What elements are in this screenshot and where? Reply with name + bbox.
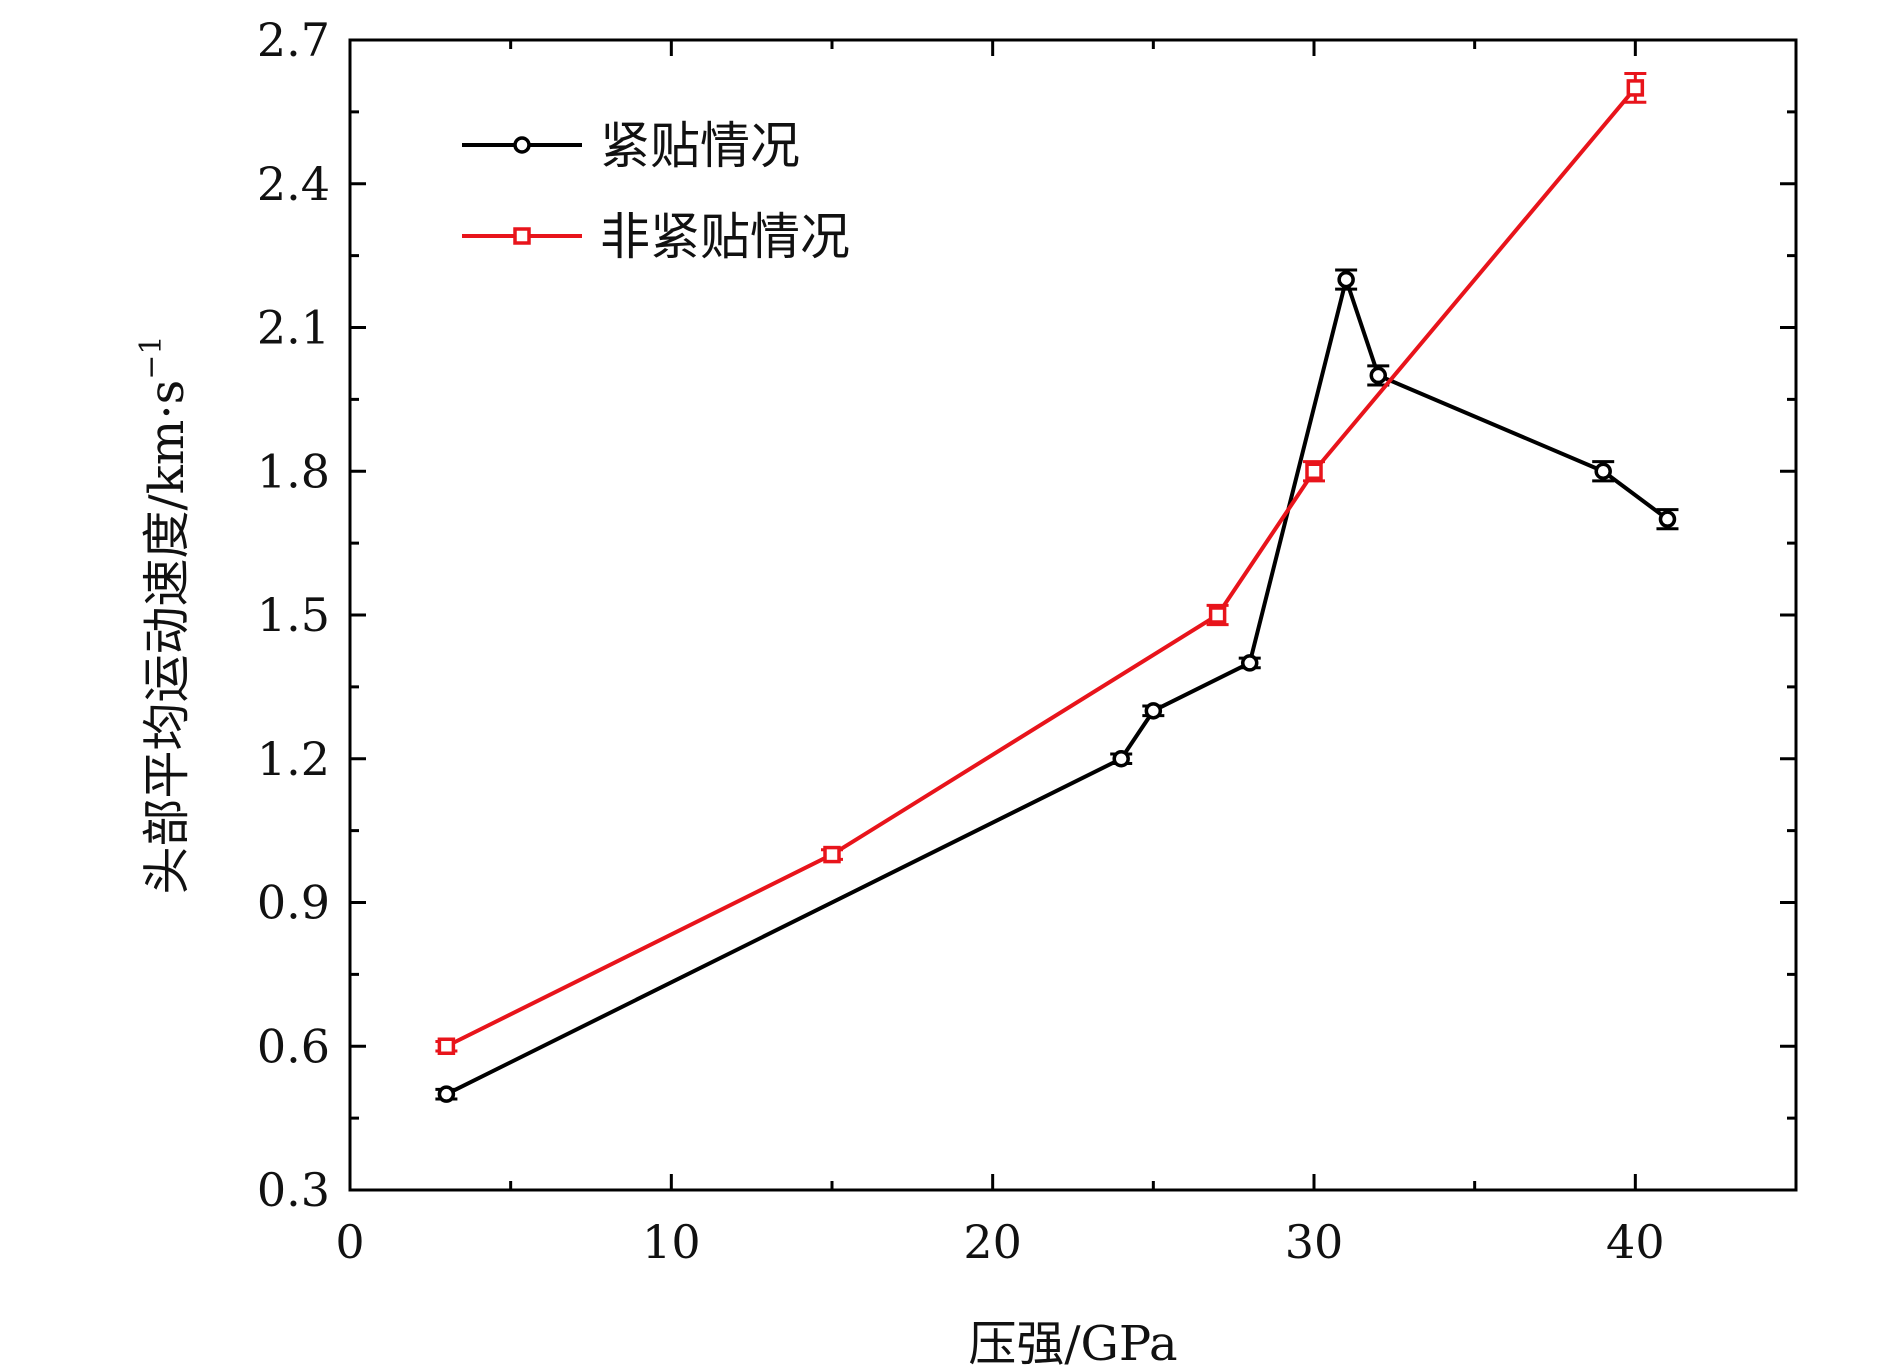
y-axis-label: 头部平均运动速度/km·s−1 (134, 336, 195, 895)
x-tick-label: 30 (1285, 1215, 1344, 1269)
x-tick-label: 10 (642, 1215, 701, 1269)
y-axis-label-main: 头部平均运动速度/km·s (139, 380, 195, 895)
x-tick-label: 20 (963, 1215, 1022, 1269)
y-tick-label: 1.5 (257, 588, 330, 642)
data-point (1112, 750, 1130, 768)
data-point (1594, 462, 1612, 480)
data-point (1208, 606, 1227, 624)
data-point (1240, 654, 1259, 672)
x-tick-label: 0 (335, 1215, 364, 1269)
series-layer (435, 72, 1679, 1103)
plot-frame (348, 38, 1798, 1192)
data-point (437, 1085, 456, 1103)
x-tick-label: 40 (1606, 1215, 1665, 1269)
tick-labels: 0 10 20 30 40 0.3 0.6 0.9 1.2 1.5 1.8 2.1 2.4 2.7 (257, 13, 1665, 1269)
legend: 紧贴情况 非紧贴情况 (462, 117, 850, 266)
y-tick-label: 2.4 (257, 157, 330, 211)
data-point (1337, 270, 1355, 289)
y-tick-label: 2.1 (257, 301, 330, 355)
y-axis-label-superscript: −1 (134, 336, 169, 380)
legend-label-0: 紧贴情况 (600, 117, 800, 175)
data-point (1369, 366, 1388, 385)
series-1 (435, 72, 1647, 1055)
y-tick-label: 1.2 (257, 732, 330, 786)
data-point (1658, 510, 1677, 528)
data-point (823, 845, 841, 864)
data-point (1144, 702, 1163, 720)
y-tick-label: 0.6 (257, 1019, 330, 1073)
series-line (445, 277, 1669, 1096)
data-point (437, 1037, 456, 1055)
y-tick-label: 2.7 (257, 13, 330, 67)
series-0 (435, 268, 1679, 1103)
y-tick-label: 1.8 (257, 444, 330, 498)
legend-marker-0 (513, 136, 531, 154)
x-axis-label: 压强/GPa (968, 1316, 1177, 1371)
y-tick-label: 0.9 (257, 876, 330, 930)
data-point (1626, 79, 1645, 97)
legend-marker-1 (513, 227, 531, 245)
y-tick-label: 0.3 (257, 1163, 330, 1217)
legend-label-1: 非紧贴情况 (600, 208, 850, 266)
data-point (1305, 462, 1323, 480)
axis-ticks (348, 38, 1796, 1192)
